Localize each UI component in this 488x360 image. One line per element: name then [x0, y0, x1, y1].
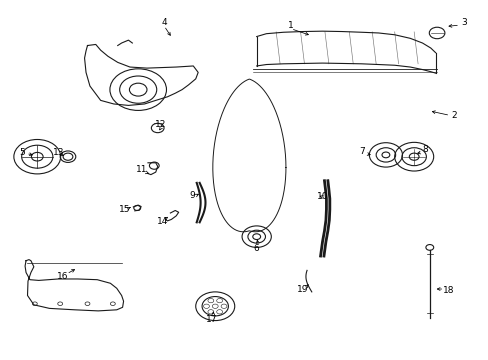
Text: 11: 11 — [136, 166, 147, 175]
Text: 8: 8 — [421, 145, 427, 154]
Text: 6: 6 — [253, 244, 259, 253]
Text: 18: 18 — [442, 286, 453, 295]
Text: 10: 10 — [316, 192, 327, 201]
Text: 12: 12 — [155, 120, 166, 129]
Text: 19: 19 — [297, 285, 308, 294]
Text: 5: 5 — [20, 148, 25, 157]
Text: 16: 16 — [57, 271, 69, 280]
Text: 17: 17 — [205, 315, 217, 324]
Text: 3: 3 — [460, 18, 466, 27]
Text: 15: 15 — [119, 205, 130, 214]
Text: 13: 13 — [52, 148, 64, 157]
Text: 14: 14 — [157, 217, 168, 226]
Text: 7: 7 — [359, 147, 365, 156]
Text: 9: 9 — [188, 190, 194, 199]
Text: 2: 2 — [450, 111, 456, 120]
Text: 4: 4 — [161, 18, 166, 27]
Text: 1: 1 — [287, 21, 293, 30]
